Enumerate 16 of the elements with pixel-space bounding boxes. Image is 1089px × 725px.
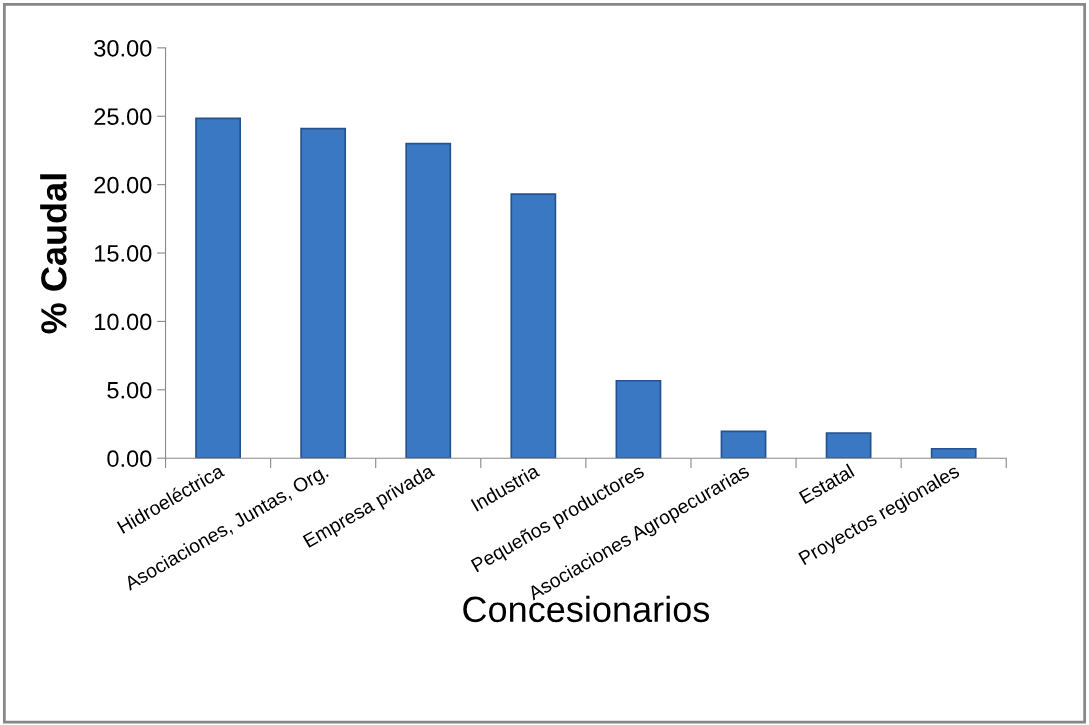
y-tick-label: 5.00 bbox=[107, 381, 152, 399]
bar bbox=[405, 142, 452, 459]
bar bbox=[195, 117, 241, 459]
y-tick-label: 30.00 bbox=[94, 39, 152, 57]
y-tick-label: 20.00 bbox=[94, 176, 152, 194]
y-tick-label: 0.00 bbox=[107, 450, 152, 467]
y-axis-title: % Caudal bbox=[40, 174, 67, 334]
bar bbox=[825, 432, 872, 459]
y-tick-label: 25.00 bbox=[94, 108, 152, 126]
bar bbox=[720, 430, 767, 459]
bar bbox=[615, 379, 662, 459]
bar bbox=[300, 127, 347, 459]
y-tick-label: 10.00 bbox=[95, 313, 152, 331]
bar bbox=[930, 447, 977, 459]
y-tick-label: 15.00 bbox=[95, 245, 152, 262]
bar bbox=[510, 193, 557, 459]
